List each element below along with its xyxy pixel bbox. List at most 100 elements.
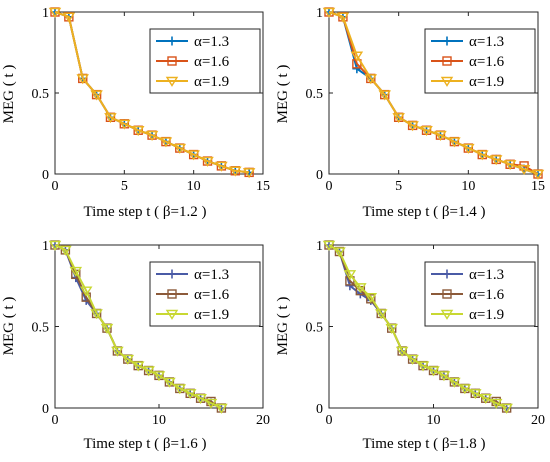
data-point — [59, 245, 72, 256]
data-point — [489, 398, 503, 409]
y-tick-label: 1 — [316, 239, 323, 254]
x-tick-label: 0 — [326, 179, 333, 194]
x-tick-label: 10 — [427, 413, 441, 428]
x-tick-label: 20 — [531, 413, 545, 428]
data-point — [395, 346, 409, 357]
y-axis-label: MEG ( t ) — [1, 65, 17, 124]
data-point — [437, 371, 451, 382]
data-point — [118, 119, 131, 130]
legend-label: α=1.6 — [469, 54, 505, 70]
data-point — [500, 403, 513, 414]
data-point — [48, 240, 62, 251]
series-line — [328, 11, 539, 175]
data-point — [479, 394, 493, 405]
data-point — [167, 36, 177, 46]
y-tick-label: 0.5 — [306, 321, 324, 336]
data-point — [163, 377, 176, 388]
data-point — [517, 164, 531, 175]
y-tick-label: 1 — [316, 6, 323, 21]
data-point — [215, 161, 228, 172]
legend-label: α=1.3 — [469, 34, 504, 50]
panel-top-right: MEG ( t ) Time step t ( β=1.4 ) 0 5 10 15 0 0… — [275, 6, 545, 220]
y-axis-label: MEG ( t ) — [275, 65, 291, 124]
data-point — [194, 394, 207, 405]
data-point — [345, 281, 355, 291]
data-point — [364, 74, 378, 85]
x-axis-label: Time step t ( β=1.6 ) — [83, 436, 206, 452]
data-point — [121, 354, 135, 365]
data-point — [364, 292, 378, 303]
y-tick-label: 0 — [42, 168, 49, 183]
data-point — [476, 150, 489, 161]
x-tick-label: 10 — [152, 413, 166, 428]
data-point — [427, 366, 440, 377]
data-point — [416, 361, 430, 372]
x-tick-label: 15 — [531, 179, 545, 194]
x-tick-label: 5 — [121, 179, 128, 194]
data-point — [333, 247, 346, 258]
data-point — [204, 398, 218, 409]
data-point — [100, 323, 114, 334]
y-tick-label: 0.5 — [32, 321, 50, 336]
data-point — [167, 289, 177, 299]
data-point — [159, 137, 173, 148]
panel-bottom-left: MEG ( t ) Time step t ( β=1.6 ) 0 10 20 0 0.… — [1, 239, 270, 452]
data-point — [142, 366, 155, 377]
data-point — [111, 346, 124, 357]
y-tick-label: 1 — [42, 6, 49, 21]
panel-top-left: MEG ( t ) Time step t ( β=1.2 ) 0 5 10 15 0 0… — [1, 6, 270, 220]
data-point — [173, 143, 187, 154]
data-point — [229, 166, 242, 177]
data-point — [489, 155, 503, 166]
data-point — [79, 286, 93, 297]
y-tick-label: 1 — [42, 239, 49, 254]
legend-label: α=1.9 — [194, 307, 229, 323]
data-point — [385, 323, 398, 334]
data-point — [90, 309, 103, 320]
data-point — [165, 76, 179, 87]
data-point — [152, 371, 166, 382]
x-tick-label: 5 — [395, 179, 402, 194]
data-point — [434, 130, 447, 141]
x-tick-label: 10 — [461, 179, 475, 194]
legend-label: α=1.6 — [469, 287, 505, 303]
data-point — [448, 377, 461, 388]
data-point — [440, 309, 454, 320]
data-point — [183, 389, 197, 400]
y-tick-label: 0.5 — [32, 87, 50, 102]
data-point — [420, 126, 433, 137]
legend-label: α=1.9 — [469, 74, 504, 90]
data-point — [442, 36, 452, 46]
data-point — [448, 137, 461, 148]
data-point — [76, 74, 89, 85]
x-tick-label: 15 — [256, 179, 270, 194]
data-point — [322, 240, 336, 251]
data-point — [352, 64, 362, 74]
y-tick-label: 0 — [42, 402, 49, 417]
data-point — [374, 309, 388, 320]
y-axis-label: MEG ( t ) — [275, 297, 291, 356]
data-point — [406, 121, 419, 132]
legend-label: α=1.6 — [194, 287, 230, 303]
legend-label: α=1.6 — [194, 54, 230, 70]
legend-label: α=1.3 — [194, 267, 229, 283]
data-point — [173, 384, 187, 395]
data-point — [131, 126, 145, 137]
x-axis-label: Time step t ( β=1.2 ) — [83, 204, 206, 220]
data-point — [442, 56, 452, 66]
data-point — [322, 7, 336, 18]
data-point — [462, 143, 475, 154]
panel-bottom-right: MEG ( t ) Time step t ( β=1.8 ) 0 10 20 0 0.… — [275, 239, 545, 452]
data-point — [165, 309, 179, 320]
data-point — [503, 160, 517, 171]
data-point — [242, 168, 256, 179]
data-point — [215, 403, 228, 414]
x-tick-label: 0 — [52, 179, 59, 194]
x-tick-label: 20 — [256, 413, 270, 428]
data-point — [167, 269, 177, 279]
data-point — [69, 266, 83, 277]
data-point — [343, 270, 357, 281]
data-point — [469, 389, 482, 400]
